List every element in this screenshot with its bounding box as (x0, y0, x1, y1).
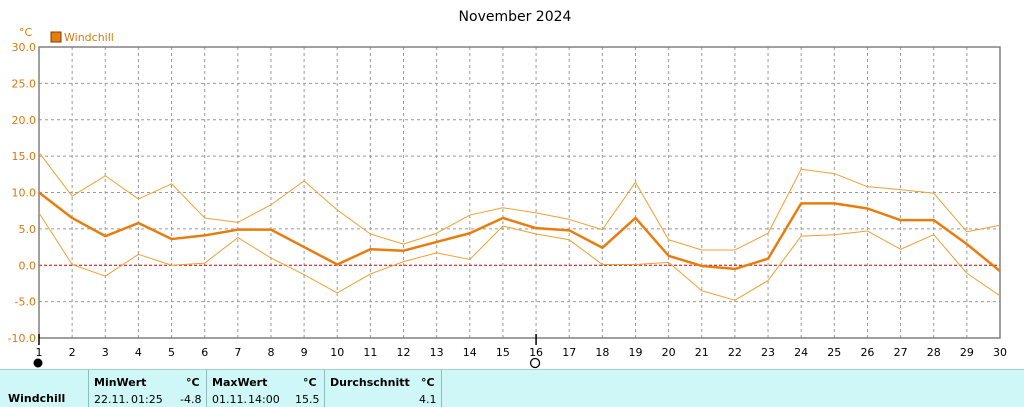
series-line-mean (38, 191, 1001, 273)
x-tick-label: 22 (728, 346, 742, 359)
new-moon-icon (33, 358, 43, 368)
y-tick-label: -10.0 (8, 332, 36, 345)
avg-value: 4.1 (419, 393, 437, 406)
avg-label: Durchschnitt (330, 376, 410, 389)
min-time: 01:25 (131, 393, 163, 406)
x-tick-label: 23 (761, 346, 775, 359)
x-tick-label: 15 (496, 346, 510, 359)
y-tick-label: 30.0 (12, 41, 37, 54)
x-tick-label: 16 (529, 346, 543, 359)
y-tick-label: 0.0 (19, 259, 37, 272)
x-tick-label: 25 (827, 346, 841, 359)
y-tick-label: 15.0 (12, 150, 37, 163)
max-value: 15.5 (295, 393, 320, 406)
stats-row-label: Windchill (8, 392, 66, 405)
x-tick-label: 26 (860, 346, 874, 359)
x-axis-ticks: 1 2 3 4 5 6 7 8 9 10 11 12 13 14 15 16 17 18 19 20 21 22 23 24 2… (36, 346, 1008, 359)
x-tick-label: 6 (201, 346, 208, 359)
y-axis-ticks: 30.0 25.0 20.0 15.0 10.0 5.0 0.0 -5.0 -10.0 (8, 41, 36, 345)
x-tick-label: 13 (430, 346, 444, 359)
x-tick-label: 1 (36, 346, 43, 359)
max-time: 14:00 (248, 393, 280, 406)
y-tick-label: 20.0 (12, 114, 37, 127)
x-tick-label: 17 (562, 346, 576, 359)
x-tick-label: 3 (102, 346, 109, 359)
moon-markers (33, 334, 541, 369)
series-line-max (38, 152, 1001, 251)
x-tick-label: 28 (927, 346, 941, 359)
full-moon-icon (529, 357, 541, 369)
min-label: MinWert (94, 376, 147, 389)
series (38, 152, 1001, 301)
x-tick-label: 7 (234, 346, 241, 359)
y-axis-unit: °C (19, 26, 33, 39)
x-tick-label: 4 (135, 346, 142, 359)
x-tick-label: 19 (628, 346, 642, 359)
x-tick-label: 29 (960, 346, 974, 359)
chart-title: November 2024 (459, 9, 572, 25)
stats-table: Windchill MinWert °C 22.11. 01:25 -4.8 M… (0, 369, 1024, 407)
x-tick-label: 8 (267, 346, 274, 359)
min-unit: °C (186, 376, 200, 389)
max-label: MaxWert (212, 376, 268, 389)
y-tick-label: 25.0 (12, 77, 37, 90)
x-tick-label: 14 (463, 346, 477, 359)
min-date: 22.11. (94, 393, 129, 406)
x-tick-label: 24 (794, 346, 808, 359)
y-tick-label: 5.0 (19, 223, 37, 236)
series-line-min (38, 212, 1001, 301)
x-tick-label: 11 (363, 346, 377, 359)
x-tick-label: 20 (662, 346, 676, 359)
x-tick-label: 5 (168, 346, 175, 359)
x-tick-label: 12 (397, 346, 411, 359)
max-unit: °C (303, 376, 317, 389)
windchill-chart: November 2024 °C Windchill 30.025.020.01… (8, 9, 1008, 369)
avg-unit: °C (421, 376, 435, 389)
x-tick-label: 18 (595, 346, 609, 359)
x-tick-label: 27 (894, 346, 908, 359)
x-tick-label: 2 (69, 346, 76, 359)
x-tick-label: 9 (301, 346, 308, 359)
x-tick-label: 21 (695, 346, 709, 359)
legend-label: Windchill (64, 31, 114, 44)
grid (39, 47, 1000, 338)
x-tick-label: 10 (330, 346, 344, 359)
y-tick-label: 10.0 (12, 187, 37, 200)
y-tick-label: -5.0 (15, 296, 36, 309)
min-value: -4.8 (180, 393, 202, 406)
legend-swatch (50, 31, 62, 43)
max-date: 01.11. (212, 393, 247, 406)
x-tick-label: 30 (993, 346, 1007, 359)
